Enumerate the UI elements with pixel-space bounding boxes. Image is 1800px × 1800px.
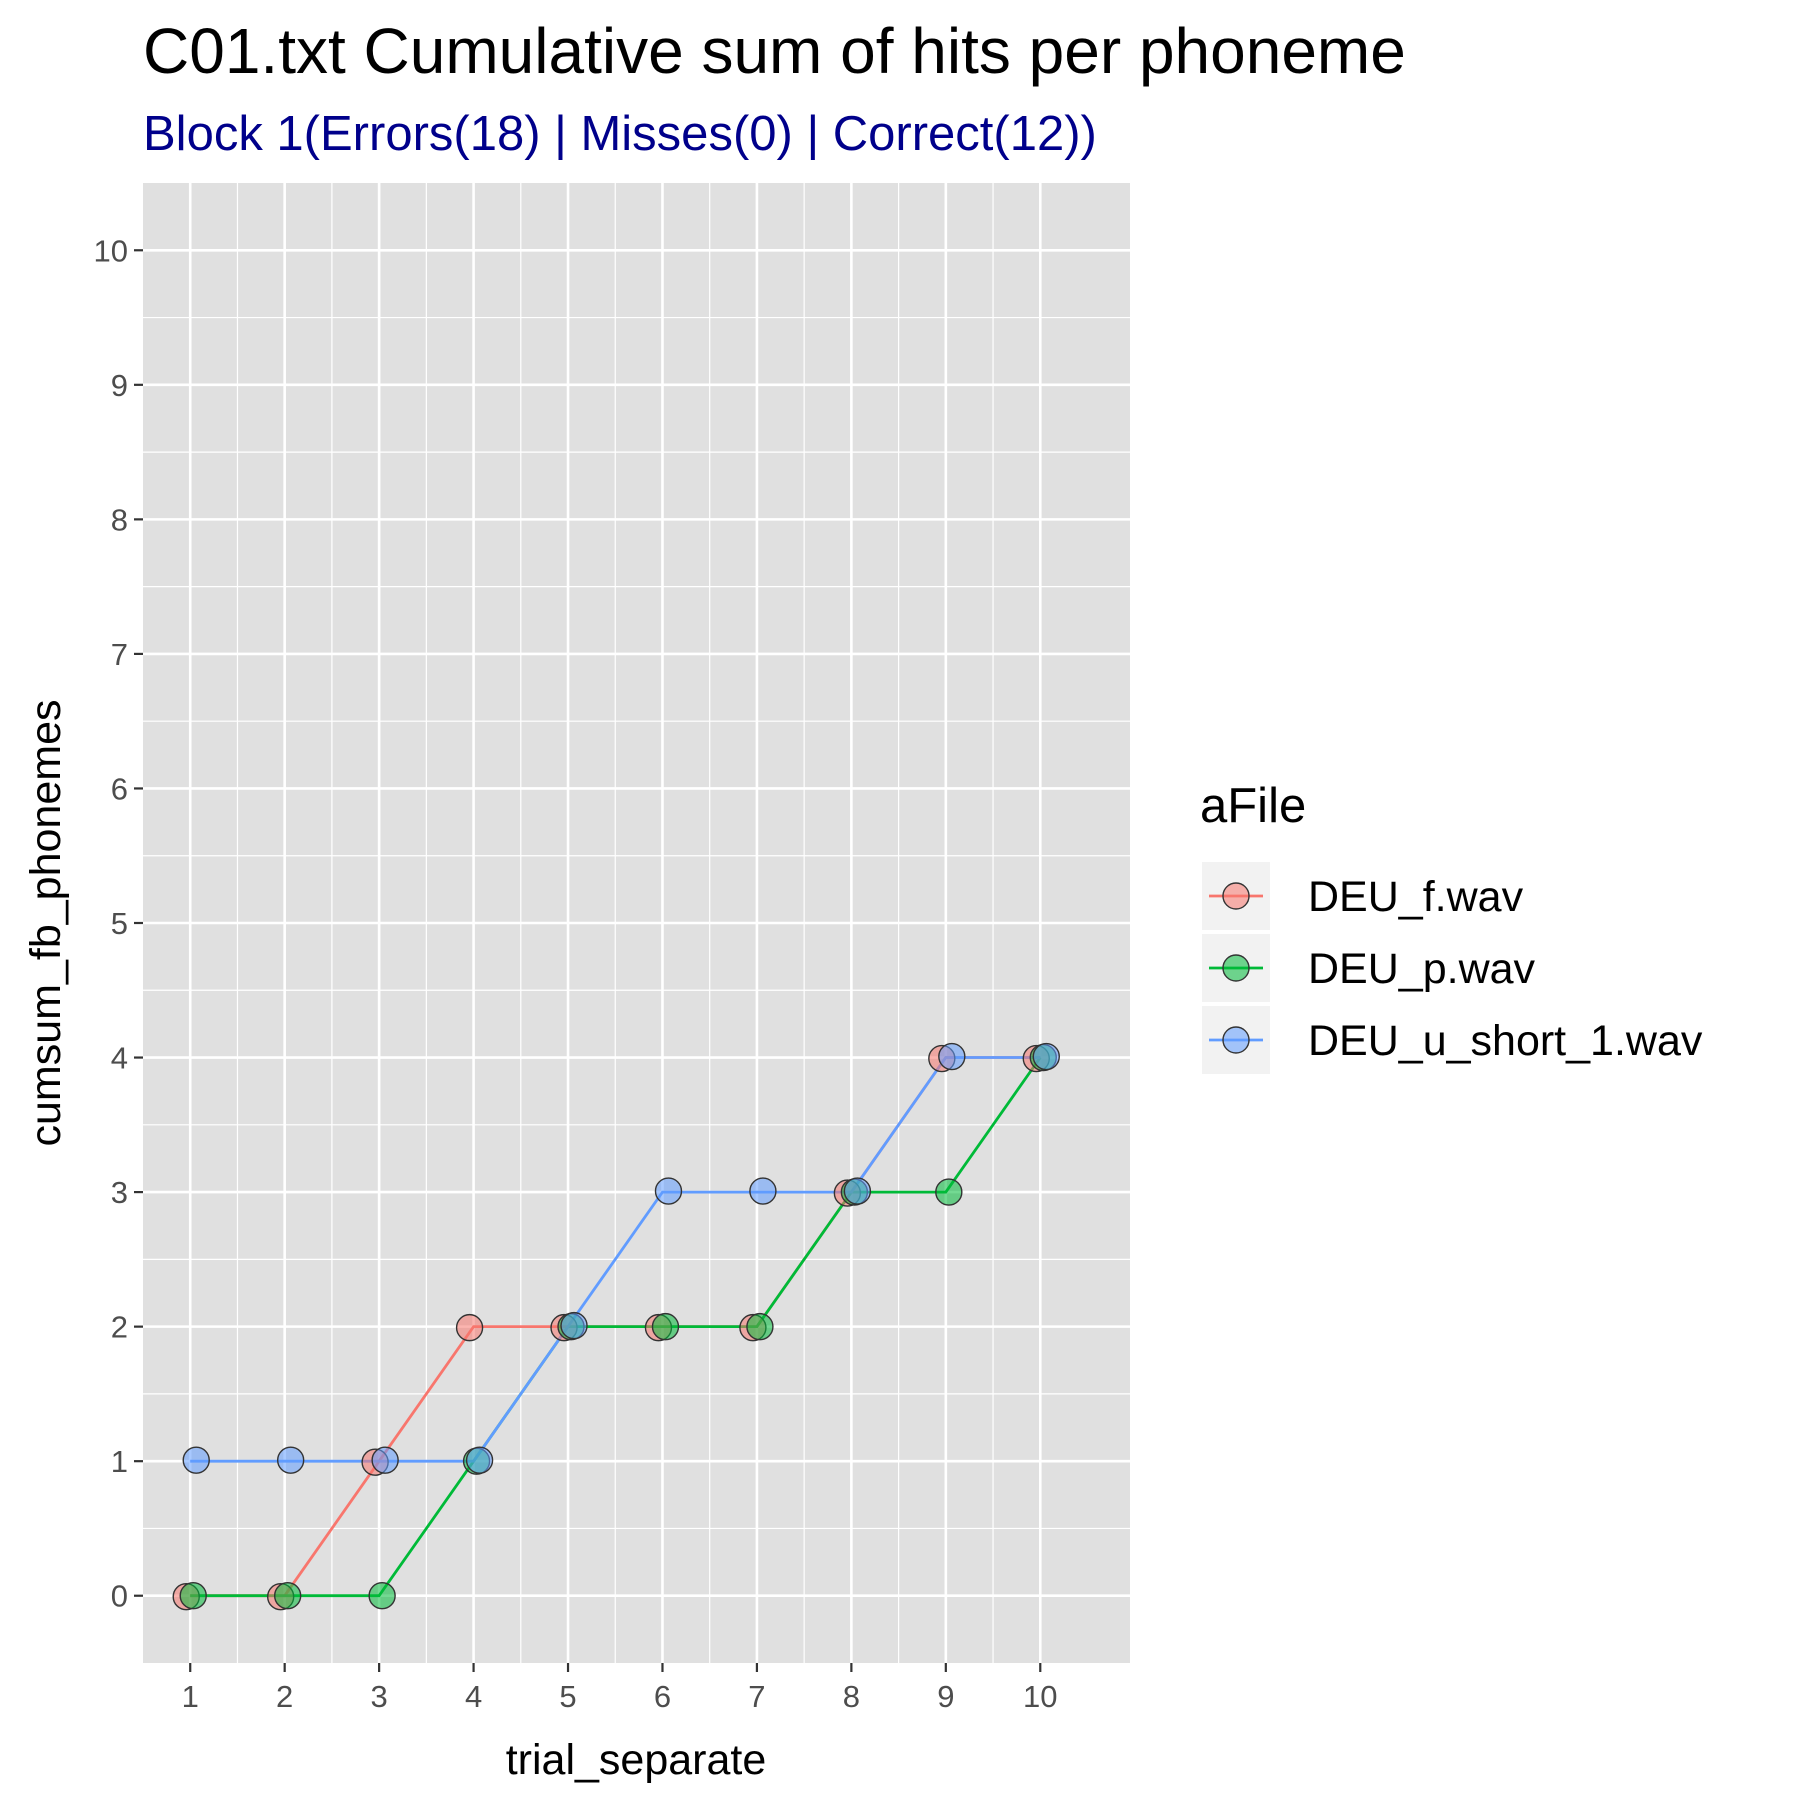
- data-point: [843, 1177, 872, 1205]
- data-point: [654, 1177, 683, 1205]
- x-axis: 1 2 3 4 5 6 7 8 9 10: [182, 1663, 1058, 1714]
- x-tick-label: 6: [654, 1679, 671, 1714]
- x-tick-label: 8: [843, 1679, 860, 1714]
- x-tick-label: 9: [937, 1679, 954, 1714]
- y-tick-label: 7: [111, 637, 128, 672]
- legend-label: DEU_f.wav: [1308, 873, 1524, 921]
- legend-key-point: [1222, 1026, 1250, 1054]
- data-point: [455, 1313, 484, 1342]
- data-point: [182, 1446, 210, 1474]
- data-point: [273, 1582, 302, 1610]
- series-line: [190, 1056, 1041, 1463]
- data-point: [560, 1311, 588, 1340]
- x-tick-label: 1: [182, 1679, 199, 1714]
- x-tick-label: 5: [559, 1679, 576, 1714]
- y-tick-label: 0: [111, 1579, 128, 1614]
- x-tick-label: 3: [370, 1679, 387, 1714]
- y-tick-label: 2: [111, 1310, 128, 1345]
- x-tick-label: 4: [465, 1679, 482, 1714]
- data-point: [179, 1582, 207, 1610]
- legend-label: DEU_u_short_1.wav: [1308, 1017, 1703, 1065]
- data-point: [938, 1042, 966, 1071]
- y-tick-label: 9: [111, 368, 128, 403]
- y-tick-label: 5: [111, 906, 128, 941]
- y-axis-title: cumsum_fb_phonemes: [22, 700, 70, 1147]
- x-axis-title: trial_separate: [506, 1736, 767, 1784]
- x-tick-label: 10: [1023, 1679, 1057, 1714]
- y-axis: 0 1 2 3 4 5 6 7 8 9 10: [94, 233, 143, 1614]
- y-tick-label: 1: [111, 1444, 128, 1479]
- legend-label: DEU_p.wav: [1308, 945, 1536, 993]
- legend: aFile DEU_f.wav DEU_p.wav DEU_u_short_1.wa…: [1200, 779, 1703, 1074]
- data-point: [276, 1446, 305, 1474]
- chart-title: C01.txt Cumulative sum of hits per phone…: [143, 15, 1406, 87]
- y-tick-label: 10: [94, 233, 128, 268]
- data-point: [749, 1177, 777, 1205]
- x-tick-label: 7: [748, 1679, 765, 1714]
- data-point: [1032, 1042, 1060, 1071]
- data-point: [465, 1446, 494, 1474]
- y-tick-label: 8: [111, 502, 128, 537]
- y-tick-label: 6: [111, 771, 128, 806]
- data-point: [746, 1312, 774, 1341]
- x-tick-label: 2: [276, 1679, 293, 1714]
- data-point: [935, 1178, 963, 1206]
- y-tick-label: 4: [111, 1041, 128, 1076]
- data-point: [371, 1446, 399, 1474]
- legend-key-point: [1222, 954, 1250, 982]
- data-point: [368, 1582, 396, 1610]
- legend-title: aFile: [1200, 779, 1306, 833]
- series-lines: [190, 1056, 1042, 1598]
- legend-key-point: [1222, 882, 1250, 910]
- series-points: [172, 1042, 1060, 1611]
- y-tick-label: 3: [111, 1175, 128, 1210]
- data-point: [651, 1312, 680, 1341]
- series-line: [190, 1056, 1042, 1598]
- chart-subtitle: Block 1(Errors(18) | Misses(0) | Correct…: [143, 107, 1097, 161]
